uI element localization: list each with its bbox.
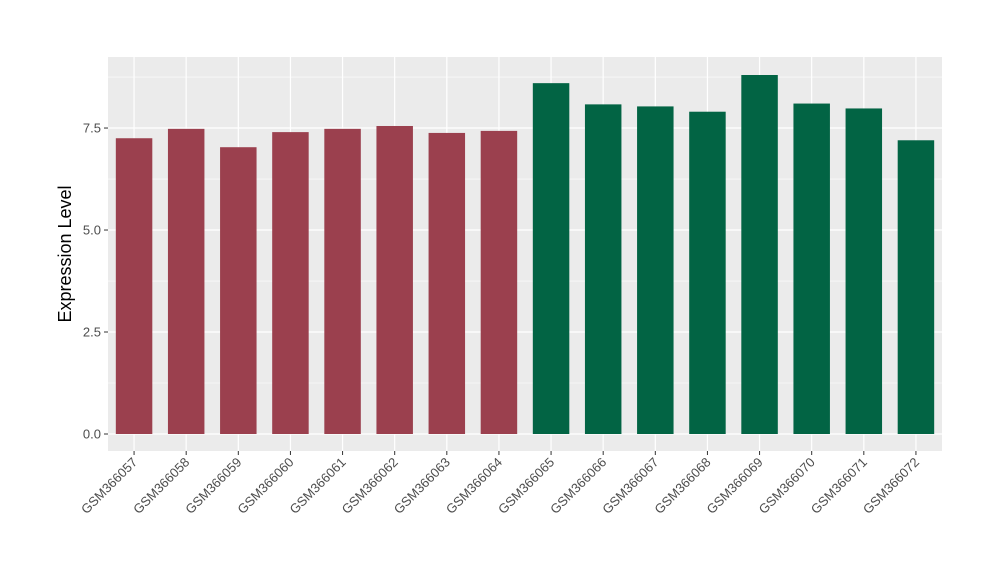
bar: [220, 147, 257, 435]
x-axis: GSM366057GSM366058GSM366059GSM366060GSM3…: [78, 451, 922, 517]
bar: [637, 106, 674, 434]
bar: [897, 140, 935, 435]
bar: [689, 111, 726, 434]
y-tick-label: 7.5: [83, 121, 101, 136]
bar: [428, 132, 466, 434]
bar: [793, 103, 830, 434]
bar: [376, 125, 413, 434]
y-tick-label: 0.0: [83, 427, 101, 442]
bar: [480, 130, 518, 434]
x-tick-label: GSM366072: [860, 455, 922, 517]
bar: [845, 108, 883, 434]
bar: [115, 138, 153, 434]
y-tick-label: 5.0: [83, 223, 101, 238]
bar: [272, 132, 309, 434]
bars: [115, 75, 935, 435]
bar: [167, 128, 205, 434]
y-axis: 0.0 2.5 5.0 7.5: [83, 121, 108, 442]
bar: [584, 104, 622, 434]
y-axis-title: Expression Level: [55, 185, 75, 322]
bar: [532, 83, 570, 434]
bar: [741, 75, 778, 434]
y-tick-label: 2.5: [83, 325, 101, 340]
bar: [324, 128, 361, 434]
